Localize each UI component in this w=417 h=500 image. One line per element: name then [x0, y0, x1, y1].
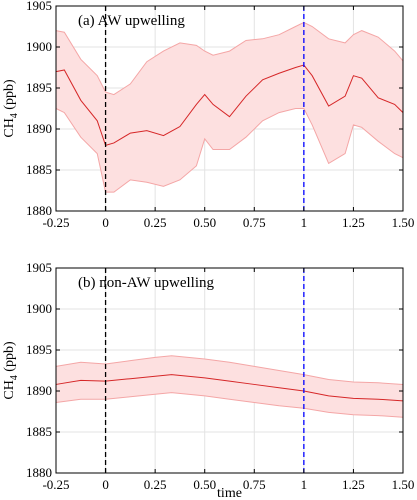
x-tick-label: 0.25	[144, 215, 167, 230]
uncertainty-band	[56, 355, 403, 418]
y-axis-label-main: CH	[2, 118, 17, 137]
x-tick-label: 0.50	[193, 477, 216, 492]
x-tick-label: 1.25	[342, 477, 365, 492]
x-tick-label: 0.25	[144, 477, 167, 492]
y-tick-label: 1900	[26, 39, 52, 54]
panel-title: (a) AW upwelling	[78, 13, 185, 29]
y-tick-label: 1885	[26, 424, 52, 439]
x-tick-label: 1.50	[392, 215, 415, 230]
y-tick-label: 1900	[26, 301, 52, 316]
x-tick-label: -0.25	[42, 215, 69, 230]
x-tick-label: 0.50	[193, 215, 216, 230]
x-tick-label: 0.75	[243, 477, 266, 492]
panel-b-non-aw-upwelling: -0.25 0 0.25 0.50 0.75 1 1.25 1.50 1880 1885 1890 1…	[2, 260, 414, 500]
y-tick-label: 1905	[26, 260, 52, 275]
x-tick-label: 1	[301, 477, 308, 492]
y-axis-label-main: CH	[2, 380, 17, 399]
y-axis-label: CH4 (ppb)	[2, 79, 20, 138]
x-tick-label: -0.25	[42, 477, 69, 492]
upper-bound-line	[55, 355, 404, 385]
y-tick-label: 1890	[26, 383, 52, 398]
y-tick-label: 1885	[26, 162, 52, 177]
y-tick-label: 1905	[26, 0, 52, 13]
lower-bound-line	[55, 108, 404, 193]
y-axis-label-subscript: 4	[9, 375, 20, 380]
x-tick-label: 1	[301, 215, 308, 230]
mean-line	[55, 64, 404, 147]
x-tick-label: 1.25	[342, 215, 365, 230]
mean-line	[55, 374, 404, 402]
panel-a-aw-upwelling: -0.25 0 0.25 0.50 0.75 1 1.25 1.50 1880 1885 1890 1…	[2, 0, 414, 230]
y-axis-label: CH4 (ppb)	[2, 341, 20, 400]
y-tick-label: 1895	[26, 342, 52, 357]
axes-frame	[55, 267, 404, 474]
uncertainty-band	[56, 22, 403, 193]
x-tick-label: 1.50	[392, 477, 415, 492]
lower-bound-line	[55, 392, 404, 418]
y-axis-label-unit: (ppb)	[2, 341, 17, 375]
x-tick-label: 0	[102, 477, 109, 492]
upper-bound-line	[55, 21, 404, 96]
y-tick-label: 1880	[26, 203, 52, 218]
y-axis-label-subscript: 4	[9, 113, 20, 118]
x-axis-label: time	[217, 486, 242, 500]
y-tick-label: 1895	[26, 80, 52, 95]
y-tick-label: 1890	[26, 121, 52, 136]
y-axis-label-unit: (ppb)	[2, 79, 17, 113]
x-tick-label: 0	[102, 215, 109, 230]
x-tick-label: 0.75	[243, 215, 266, 230]
axes-frame	[55, 5, 404, 212]
panel-title: (b) non-AW upwelling	[78, 275, 214, 291]
y-tick-label: 1880	[26, 465, 52, 480]
